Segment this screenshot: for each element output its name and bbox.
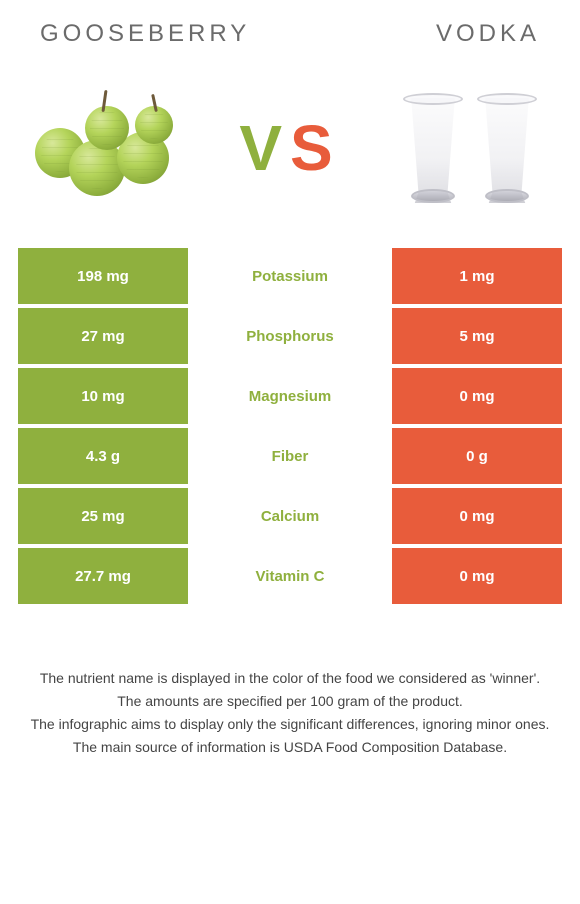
vs-s: S <box>290 112 341 184</box>
value-right: 0 mg <box>392 548 562 604</box>
nutrient-label: Magnesium <box>188 368 392 424</box>
footnote-line: The infographic aims to display only the… <box>20 714 560 735</box>
title-left: GOOSEBERRY <box>40 20 250 48</box>
nutrient-label: Vitamin C <box>188 548 392 604</box>
footnote-line: The main source of information is USDA F… <box>20 737 560 758</box>
value-left: 25 mg <box>18 488 188 544</box>
nutrient-label: Fiber <box>188 428 392 484</box>
value-right: 0 mg <box>392 368 562 424</box>
value-left: 4.3 g <box>18 428 188 484</box>
value-left: 27 mg <box>18 308 188 364</box>
nutrient-label: Potassium <box>188 248 392 304</box>
table-row: 27.7 mgVitamin C0 mg <box>18 548 562 604</box>
table-row: 27 mgPhosphorus5 mg <box>18 308 562 364</box>
title-row: GOOSEBERRY VODKA <box>0 0 580 58</box>
vs-v: V <box>239 112 290 184</box>
value-right: 0 g <box>392 428 562 484</box>
table-row: 25 mgCalcium0 mg <box>18 488 562 544</box>
value-left: 27.7 mg <box>18 548 188 604</box>
shot-glass-icon <box>477 93 537 203</box>
nutrient-label: Phosphorus <box>188 308 392 364</box>
footnotes: The nutrient name is displayed in the co… <box>0 608 580 780</box>
value-left: 10 mg <box>18 368 188 424</box>
nutrient-table: 198 mgPotassium1 mg27 mgPhosphorus5 mg10… <box>0 248 580 608</box>
table-row: 10 mgMagnesium0 mg <box>18 368 562 424</box>
footnote-line: The nutrient name is displayed in the co… <box>20 668 560 689</box>
gooseberry-image <box>20 78 200 218</box>
value-left: 198 mg <box>18 248 188 304</box>
footnote-line: The amounts are specified per 100 gram o… <box>20 691 560 712</box>
table-row: 4.3 gFiber0 g <box>18 428 562 484</box>
images-row: VS <box>0 58 580 248</box>
nutrient-label: Calcium <box>188 488 392 544</box>
value-right: 5 mg <box>392 308 562 364</box>
value-right: 0 mg <box>392 488 562 544</box>
vodka-image <box>380 78 560 218</box>
table-row: 198 mgPotassium1 mg <box>18 248 562 304</box>
vs-label: VS <box>239 111 340 185</box>
title-right: VODKA <box>436 20 540 48</box>
shot-glass-icon <box>403 93 463 203</box>
value-right: 1 mg <box>392 248 562 304</box>
